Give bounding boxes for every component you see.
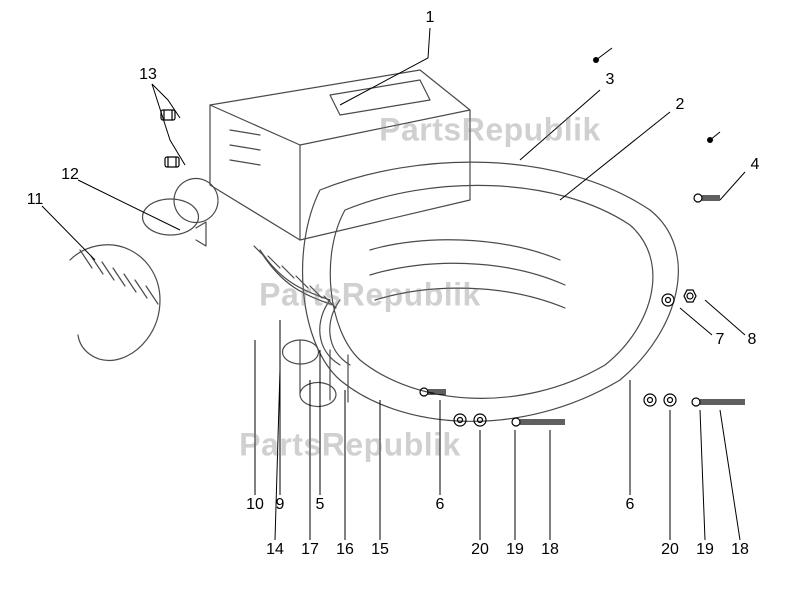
callout-17: 17 [301,541,319,559]
fastener-nut [680,286,740,306]
callout-12: 12 [61,166,79,184]
fastener-clip [162,152,222,172]
callout-6: 6 [436,496,445,514]
diagram-canvas: 1 13 3 2 4 12 11 7 8 10 9 5 6 6 14 17 16 15 20 19 18 20 19 18 P… [0,0,800,600]
fastener-bolt-short [418,382,478,402]
callout-2: 2 [676,96,685,114]
callout-18: 18 [541,541,559,559]
callout-18: 18 [731,541,749,559]
callout-8: 8 [748,331,757,349]
fastener-bolt-long [510,412,570,432]
callout-16: 16 [336,541,354,559]
callout-9: 9 [276,496,285,514]
callout-14: 14 [266,541,284,559]
callout-4: 4 [751,156,760,174]
fastener-bolt-long [690,392,750,412]
callout-13: 13 [139,66,157,84]
callout-19: 19 [696,541,714,559]
callout-1: 1 [426,9,435,27]
callout-19: 19 [506,541,524,559]
callout-7: 7 [716,331,725,349]
callout-11: 11 [27,191,44,209]
watermark-0: PartsRepublik [379,112,601,149]
fastener-bolt-short [692,188,752,208]
callout-10: 10 [246,496,264,514]
callout-5: 5 [316,496,325,514]
watermark-2: PartsRepublik [239,427,461,464]
watermark-1: PartsRepublik [259,277,481,314]
callout-20: 20 [471,541,489,559]
callout-15: 15 [371,541,389,559]
callout-6: 6 [626,496,635,514]
fastener-clip [158,105,218,125]
callout-3: 3 [606,71,615,89]
callout-20: 20 [661,541,679,559]
